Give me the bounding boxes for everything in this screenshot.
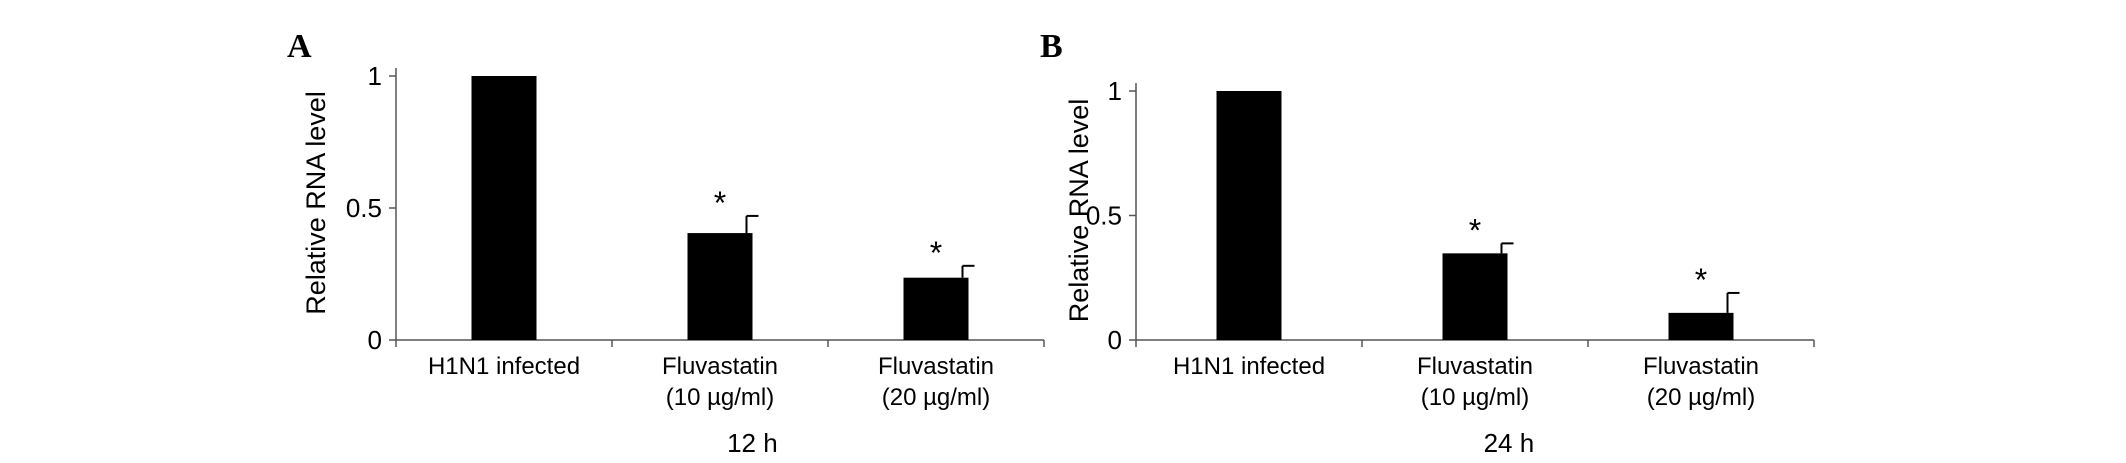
y-tick-label: 1 — [368, 61, 382, 91]
bar — [471, 76, 537, 340]
x-axis-label: 24 h — [1484, 428, 1535, 458]
y-tick-label: 0 — [368, 325, 382, 355]
y-tick-label: 0 — [1108, 325, 1122, 355]
x-tick-label: Fluvastatin (10 µg/ml) — [662, 353, 778, 411]
panel-label: A — [287, 28, 312, 65]
significance-mark: * — [930, 235, 942, 271]
bar — [903, 277, 969, 340]
y-tick-label: 1 — [1108, 76, 1122, 106]
bar — [1442, 253, 1508, 340]
y-axis-label: Relative RNA level — [301, 91, 331, 315]
bar — [687, 233, 753, 340]
x-tick-label: Fluvastatin (20 µg/ml) — [878, 353, 994, 411]
bar — [1216, 91, 1282, 340]
x-tick-label: Fluvastatin (20 µg/ml) — [1643, 353, 1759, 411]
significance-mark: * — [714, 185, 726, 221]
significance-mark: * — [1695, 262, 1707, 298]
y-tick-label: 0.5 — [1086, 201, 1122, 231]
x-tick-label: Fluvastatin (10 µg/ml) — [1417, 353, 1533, 411]
x-tick-label: H1N1 infected — [1173, 353, 1325, 380]
x-tick-label: H1N1 infected — [428, 353, 580, 380]
bar — [1668, 312, 1734, 340]
y-tick-label: 0.5 — [346, 193, 382, 223]
panel-label: B — [1040, 28, 1063, 65]
significance-mark: * — [1469, 212, 1481, 248]
x-axis-label: 12 h — [727, 428, 778, 458]
y-axis-label: Relative RNA level — [1064, 99, 1094, 323]
